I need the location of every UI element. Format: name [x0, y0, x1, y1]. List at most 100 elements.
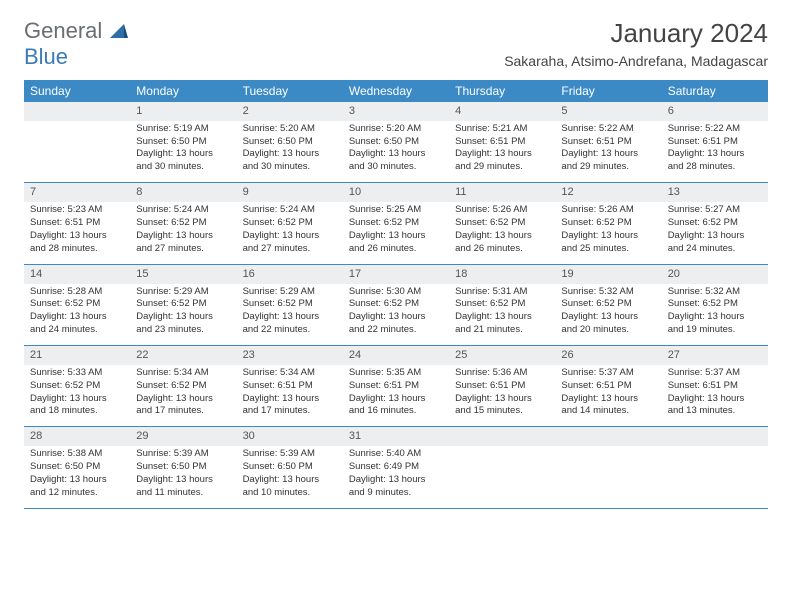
- logo: General Blue: [24, 18, 128, 70]
- day-number: 25: [449, 346, 555, 365]
- header: General Blue January 2024 Sakaraha, Atsi…: [0, 0, 792, 74]
- sunrise-text: Sunrise: 5:23 AM: [30, 204, 124, 217]
- day-cell: Sunrise: 5:26 AMSunset: 6:52 PMDaylight:…: [449, 202, 555, 264]
- day-cell: Sunrise: 5:28 AMSunset: 6:52 PMDaylight:…: [24, 284, 130, 346]
- sunset-text: Sunset: 6:50 PM: [349, 136, 443, 149]
- daylight-text: Daylight: 13 hours and 17 minutes.: [243, 393, 337, 419]
- weekday-header: Saturday: [662, 80, 768, 102]
- day-cell: Sunrise: 5:31 AMSunset: 6:52 PMDaylight:…: [449, 284, 555, 346]
- day-cell: Sunrise: 5:34 AMSunset: 6:51 PMDaylight:…: [237, 365, 343, 427]
- daylight-text: Daylight: 13 hours and 14 minutes.: [561, 393, 655, 419]
- sunset-text: Sunset: 6:52 PM: [136, 217, 230, 230]
- day-cell: Sunrise: 5:20 AMSunset: 6:50 PMDaylight:…: [237, 121, 343, 183]
- sunrise-text: Sunrise: 5:27 AM: [668, 204, 762, 217]
- daylight-text: Daylight: 13 hours and 29 minutes.: [561, 148, 655, 174]
- daylight-text: Daylight: 13 hours and 12 minutes.: [30, 474, 124, 500]
- daylight-text: Daylight: 13 hours and 24 minutes.: [668, 230, 762, 256]
- day-number: 30: [237, 427, 343, 446]
- sunrise-text: Sunrise: 5:36 AM: [455, 367, 549, 380]
- day-detail-row: Sunrise: 5:19 AMSunset: 6:50 PMDaylight:…: [24, 121, 768, 183]
- day-cell: Sunrise: 5:25 AMSunset: 6:52 PMDaylight:…: [343, 202, 449, 264]
- daylight-text: Daylight: 13 hours and 22 minutes.: [243, 311, 337, 337]
- day-number: 7: [24, 183, 130, 202]
- sunset-text: Sunset: 6:52 PM: [455, 298, 549, 311]
- day-number: 29: [130, 427, 236, 446]
- sunrise-text: Sunrise: 5:32 AM: [668, 286, 762, 299]
- day-cell: Sunrise: 5:35 AMSunset: 6:51 PMDaylight:…: [343, 365, 449, 427]
- daylight-text: Daylight: 13 hours and 26 minutes.: [455, 230, 549, 256]
- day-number: 15: [130, 264, 236, 283]
- day-number: 2: [237, 102, 343, 121]
- day-cell: [24, 121, 130, 183]
- sunset-text: Sunset: 6:52 PM: [136, 298, 230, 311]
- day-number: 23: [237, 346, 343, 365]
- weekday-header: Thursday: [449, 80, 555, 102]
- daylight-text: Daylight: 13 hours and 25 minutes.: [561, 230, 655, 256]
- daylight-text: Daylight: 13 hours and 27 minutes.: [243, 230, 337, 256]
- day-number-row: 78910111213: [24, 183, 768, 202]
- day-number: 17: [343, 264, 449, 283]
- day-cell: Sunrise: 5:23 AMSunset: 6:51 PMDaylight:…: [24, 202, 130, 264]
- day-number: 3: [343, 102, 449, 121]
- day-number: 9: [237, 183, 343, 202]
- day-number: 5: [555, 102, 661, 121]
- sunset-text: Sunset: 6:51 PM: [561, 380, 655, 393]
- day-number: 14: [24, 264, 130, 283]
- logo-line1: General: [24, 18, 102, 43]
- daylight-text: Daylight: 13 hours and 22 minutes.: [349, 311, 443, 337]
- sunrise-text: Sunrise: 5:19 AM: [136, 123, 230, 136]
- day-cell: Sunrise: 5:39 AMSunset: 6:50 PMDaylight:…: [130, 446, 236, 508]
- sunset-text: Sunset: 6:50 PM: [30, 461, 124, 474]
- daylight-text: Daylight: 13 hours and 16 minutes.: [349, 393, 443, 419]
- weekday-header: Sunday: [24, 80, 130, 102]
- day-cell: Sunrise: 5:21 AMSunset: 6:51 PMDaylight:…: [449, 121, 555, 183]
- sunset-text: Sunset: 6:51 PM: [243, 380, 337, 393]
- sunrise-text: Sunrise: 5:38 AM: [30, 448, 124, 461]
- calendar-table: Sunday Monday Tuesday Wednesday Thursday…: [24, 80, 768, 509]
- day-cell: Sunrise: 5:33 AMSunset: 6:52 PMDaylight:…: [24, 365, 130, 427]
- sunrise-text: Sunrise: 5:30 AM: [349, 286, 443, 299]
- sunset-text: Sunset: 6:50 PM: [136, 461, 230, 474]
- sunrise-text: Sunrise: 5:40 AM: [349, 448, 443, 461]
- sunrise-text: Sunrise: 5:26 AM: [561, 204, 655, 217]
- day-number: 26: [555, 346, 661, 365]
- weekday-header: Monday: [130, 80, 236, 102]
- sunset-text: Sunset: 6:50 PM: [243, 136, 337, 149]
- daylight-text: Daylight: 13 hours and 19 minutes.: [668, 311, 762, 337]
- daylight-text: Daylight: 13 hours and 11 minutes.: [136, 474, 230, 500]
- day-number: 22: [130, 346, 236, 365]
- day-number: 4: [449, 102, 555, 121]
- day-number: 13: [662, 183, 768, 202]
- day-cell: Sunrise: 5:32 AMSunset: 6:52 PMDaylight:…: [555, 284, 661, 346]
- daylight-text: Daylight: 13 hours and 13 minutes.: [668, 393, 762, 419]
- sunrise-text: Sunrise: 5:20 AM: [243, 123, 337, 136]
- sunset-text: Sunset: 6:52 PM: [30, 298, 124, 311]
- day-number: 16: [237, 264, 343, 283]
- day-number: 21: [24, 346, 130, 365]
- daylight-text: Daylight: 13 hours and 9 minutes.: [349, 474, 443, 500]
- day-cell: Sunrise: 5:24 AMSunset: 6:52 PMDaylight:…: [130, 202, 236, 264]
- day-number: [555, 427, 661, 446]
- day-cell: Sunrise: 5:26 AMSunset: 6:52 PMDaylight:…: [555, 202, 661, 264]
- sunrise-text: Sunrise: 5:31 AM: [455, 286, 549, 299]
- sunset-text: Sunset: 6:51 PM: [30, 217, 124, 230]
- day-number: 24: [343, 346, 449, 365]
- sunset-text: Sunset: 6:50 PM: [136, 136, 230, 149]
- sunrise-text: Sunrise: 5:24 AM: [243, 204, 337, 217]
- day-number: 28: [24, 427, 130, 446]
- month-title: January 2024: [504, 18, 768, 49]
- day-cell: [449, 446, 555, 508]
- sunrise-text: Sunrise: 5:39 AM: [136, 448, 230, 461]
- sunrise-text: Sunrise: 5:37 AM: [668, 367, 762, 380]
- day-cell: [662, 446, 768, 508]
- sunrise-text: Sunrise: 5:28 AM: [30, 286, 124, 299]
- sunset-text: Sunset: 6:51 PM: [455, 136, 549, 149]
- day-number: 27: [662, 346, 768, 365]
- day-cell: Sunrise: 5:40 AMSunset: 6:49 PMDaylight:…: [343, 446, 449, 508]
- day-cell: Sunrise: 5:38 AMSunset: 6:50 PMDaylight:…: [24, 446, 130, 508]
- day-cell: Sunrise: 5:22 AMSunset: 6:51 PMDaylight:…: [662, 121, 768, 183]
- day-cell: Sunrise: 5:36 AMSunset: 6:51 PMDaylight:…: [449, 365, 555, 427]
- daylight-text: Daylight: 13 hours and 27 minutes.: [136, 230, 230, 256]
- daylight-text: Daylight: 13 hours and 30 minutes.: [136, 148, 230, 174]
- daylight-text: Daylight: 13 hours and 28 minutes.: [668, 148, 762, 174]
